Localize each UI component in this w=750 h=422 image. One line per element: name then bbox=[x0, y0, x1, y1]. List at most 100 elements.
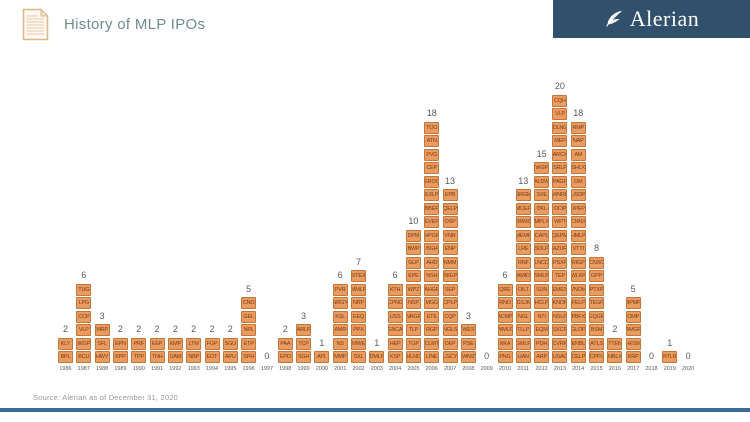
ipo-cell-PRF: PRF bbox=[131, 337, 147, 350]
year-axis-label: 2006 bbox=[425, 366, 438, 372]
ipo-cell-BGH: BGH bbox=[424, 243, 440, 255]
ticker-label: KRP bbox=[627, 354, 639, 360]
ipo-cell-LRE: LRE bbox=[515, 243, 531, 255]
ipo-cell-SXCP: SXCP bbox=[552, 324, 568, 336]
ticker-label: NTI bbox=[537, 313, 546, 320]
ipo-cell-ENBL: ENBL bbox=[570, 337, 586, 350]
ipo-cell-EEQ: EEQ bbox=[351, 310, 366, 323]
bar-2015: 8 CNXC GPP PTXP TEGP EQGP BSM ATLS CPPL 2015 bbox=[589, 243, 605, 372]
ticker-label: LNCO bbox=[534, 259, 549, 266]
ipo-cell-NBLX: NBLX bbox=[607, 351, 623, 363]
ipo-cell-SGH: SGH bbox=[296, 351, 312, 363]
year-axis-label: 2012 bbox=[535, 366, 548, 372]
ticker-label: ENP bbox=[444, 246, 456, 252]
year-axis-label: 2013 bbox=[553, 366, 567, 372]
ticker-label: RNF bbox=[517, 259, 529, 266]
ipo-cell-TTEN: TTEN bbox=[607, 337, 623, 350]
ticker-label: CQP bbox=[444, 313, 456, 320]
ipo-cell-PVR: PVR bbox=[332, 283, 348, 296]
ipo-cell-TLP: TLP bbox=[405, 324, 421, 336]
ipo-cell-APL: APL bbox=[314, 351, 330, 363]
ticker-label: PBFX bbox=[571, 313, 586, 320]
ticker-label: FGP bbox=[206, 340, 218, 347]
ticker-label: WES bbox=[462, 327, 475, 333]
ticker-label: VLP bbox=[78, 327, 89, 333]
ticker-label: AM bbox=[574, 151, 583, 158]
year-axis-label: 2019 bbox=[663, 366, 676, 372]
bar-1986: 2 KLY BPL 1986 bbox=[58, 324, 73, 372]
ticker-label: OSP bbox=[444, 219, 456, 225]
ipo-cell-EPD: EPD bbox=[277, 351, 293, 363]
ticker-label: USDP bbox=[571, 192, 586, 198]
ticker-label: PSE bbox=[463, 340, 474, 347]
ticker-label: HMLP bbox=[571, 232, 586, 239]
year-axis-label: 2016 bbox=[608, 366, 621, 372]
ticker-label: DMLP bbox=[369, 354, 385, 360]
ticker-label: EPD bbox=[279, 354, 291, 360]
ticker-label: GPP bbox=[591, 273, 603, 279]
bar-2006: 18 TOO ATN PVG CEP EROC EXLP BBEP EVEP HPGP BGH AHD… bbox=[424, 108, 440, 372]
ipo-cell-CNXC: CNXC bbox=[589, 256, 605, 269]
ipo-count-label: 2 bbox=[154, 324, 160, 334]
year-axis-label: 1992 bbox=[169, 366, 182, 372]
ticker-label: GSJK bbox=[516, 300, 531, 306]
bar-1998: 2 PAA EPD 1998 bbox=[277, 324, 293, 372]
ipo-count-label: 2 bbox=[172, 324, 178, 334]
ticker-label: EMES bbox=[552, 286, 568, 293]
ticker-label: PTXP bbox=[589, 286, 604, 293]
ticker-label: AMR bbox=[334, 327, 346, 333]
ipo-cell-ALDW: ALDW bbox=[534, 175, 550, 188]
ticker-label: OILT bbox=[517, 286, 529, 293]
ticker-label: CPPL bbox=[589, 354, 604, 360]
ticker-label: KSL bbox=[335, 313, 346, 320]
ticker-label: GEL bbox=[243, 313, 254, 320]
ticker-label: AMID bbox=[516, 273, 530, 279]
ticker-label: HESM bbox=[625, 340, 641, 347]
ipo-cell-USS: USS bbox=[387, 310, 403, 323]
year-axis-label: 2007 bbox=[443, 366, 457, 372]
year-axis-label: 2015 bbox=[590, 366, 603, 372]
ipo-cell-KRP: KRP bbox=[625, 351, 641, 363]
ticker-label: DLNG bbox=[552, 124, 568, 131]
year-axis-label: 1994 bbox=[205, 366, 219, 372]
ticker-label: GLOP bbox=[571, 327, 586, 333]
ipo-cell-ETE: ETE bbox=[424, 310, 440, 323]
ticker-label: EEQ bbox=[352, 313, 364, 320]
ticker-label: SEP bbox=[444, 286, 456, 293]
ticker-label: ATLS bbox=[590, 340, 603, 347]
ticker-label: SDLP bbox=[534, 246, 549, 252]
ticker-label: KNOP bbox=[552, 300, 568, 306]
year-axis-label: 1999 bbox=[297, 366, 310, 372]
year-axis-label: 2000 bbox=[315, 366, 328, 372]
ticker-label: AHGP bbox=[424, 286, 440, 293]
ipo-cell-FGP: FGP bbox=[204, 337, 220, 350]
bar-1989: 2 EPN KPP 1989 bbox=[112, 324, 128, 372]
ticker-label: DKL bbox=[536, 205, 547, 212]
ipo-cell-HPGP: HPGP bbox=[424, 229, 440, 242]
year-axis-label: 2004 bbox=[389, 366, 402, 372]
ipo-cell-ETP: ETP bbox=[241, 337, 257, 350]
ticker-label: CNO bbox=[242, 300, 255, 306]
ticker-label: MRP bbox=[96, 327, 108, 333]
ticker-label: VTTI bbox=[572, 246, 584, 252]
ipo-count-label: 13 bbox=[518, 175, 529, 186]
ipo-count-label: 10 bbox=[408, 216, 419, 226]
ipo-cell-WMZ: WMZ bbox=[460, 351, 476, 363]
ticker-label: RGP bbox=[426, 327, 438, 333]
ipo-cell-KTH: KTH bbox=[387, 283, 403, 296]
ticker-label: SFL bbox=[97, 340, 107, 347]
ticker-label: TNH bbox=[151, 354, 163, 360]
ticker-label: ENCA bbox=[387, 327, 403, 333]
ipo-cell-AMID: AMID bbox=[515, 270, 531, 282]
ticker-label: LPG bbox=[78, 300, 90, 306]
bar-2020: 0 2020 bbox=[681, 351, 696, 372]
ipo-count-label: 3 bbox=[465, 310, 471, 321]
ipo-count-label: 2 bbox=[136, 324, 142, 334]
ticker-label: CPNO bbox=[387, 300, 403, 306]
ticker-label: FELP bbox=[571, 300, 585, 306]
ipo-cell-SFL: SFL bbox=[94, 337, 110, 350]
ipo-count-label: 2 bbox=[282, 324, 288, 334]
ipo-cell-NGLS: NGLS bbox=[442, 324, 458, 336]
ipo-count-label: 2 bbox=[62, 324, 68, 334]
ticker-label: DPM bbox=[407, 232, 420, 239]
